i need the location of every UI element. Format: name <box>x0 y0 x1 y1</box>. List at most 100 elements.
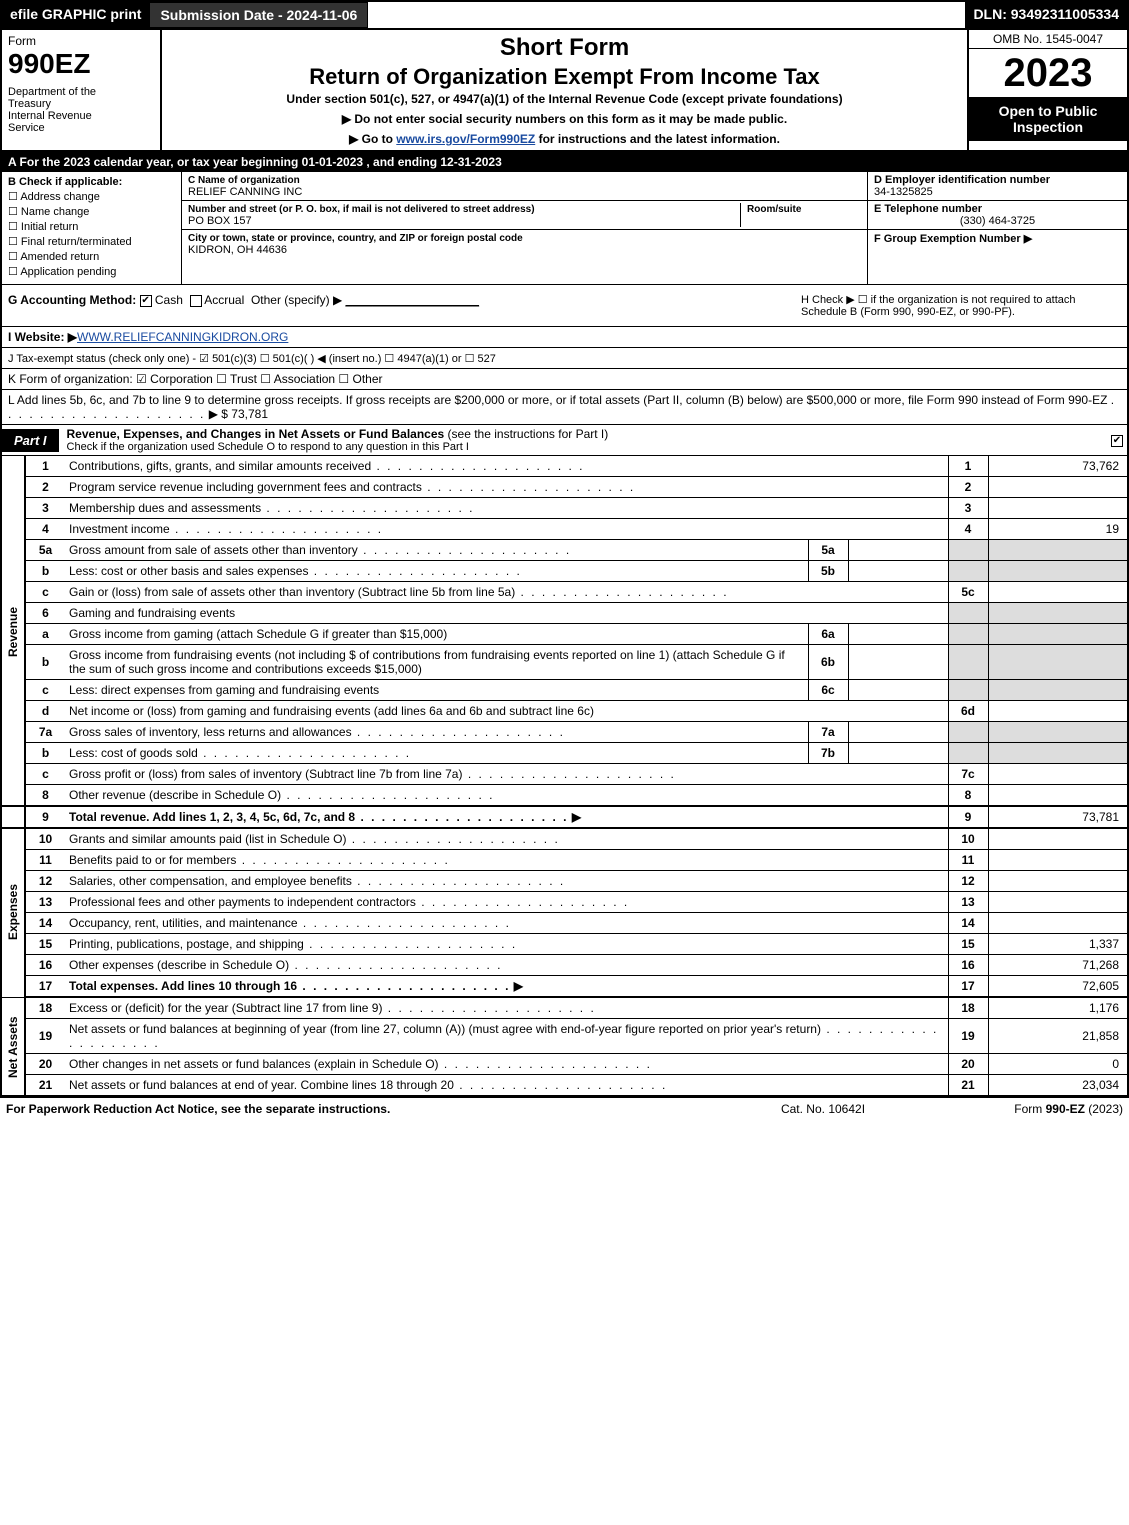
org-name-value: RELIEF CANNING INC <box>188 186 302 198</box>
line-6b: b Gross income from fundraising events (… <box>1 645 1128 680</box>
street-cell: Number and street (or P. O. box, if mail… <box>182 201 867 230</box>
ein-cell: D Employer identification number 34-1325… <box>868 172 1127 201</box>
instr2-suffix: for instructions and the latest informat… <box>535 132 780 146</box>
row-j: J Tax-exempt status (check only one) - ☑… <box>0 348 1129 369</box>
org-name-cell: C Name of organization RELIEF CANNING IN… <box>182 172 867 201</box>
line-11: 11 Benefits paid to or for members 11 <box>1 850 1128 871</box>
ein-label: D Employer identification number <box>874 174 1050 186</box>
section-b-title: B Check if applicable: <box>8 176 175 188</box>
instruction-2: ▶ Go to www.irs.gov/Form990EZ for instru… <box>170 132 959 146</box>
side-label-revenue: Revenue <box>1 456 25 806</box>
check-address-change[interactable]: ☐ Address change <box>8 190 175 203</box>
row-g: G Accounting Method: Cash Accrual Other … <box>8 293 801 318</box>
row-gh: G Accounting Method: Cash Accrual Other … <box>0 285 1129 327</box>
form-header: Form 990EZ Department of theTreasuryInte… <box>0 28 1129 152</box>
row-a-tax-year: A For the 2023 calendar year, or tax yea… <box>0 152 1129 172</box>
row-i: I Website: ▶WWW.RELIEFCANNINGKIDRON.ORG <box>0 327 1129 348</box>
efile-print-label[interactable]: efile GRAPHIC print <box>2 2 149 28</box>
public-inspection-label: Open to Public Inspection <box>969 97 1127 141</box>
footer-right: Form 990-EZ (2023) <box>923 1102 1123 1116</box>
telephone-cell: E Telephone number (330) 464-3725 <box>868 201 1127 230</box>
line-15: 15 Printing, publications, postage, and … <box>1 934 1128 955</box>
website-link[interactable]: WWW.RELIEFCANNINGKIDRON.ORG <box>77 330 288 344</box>
org-name-label: C Name of organization <box>188 175 300 186</box>
check-final-return[interactable]: ☐ Final return/terminated <box>8 235 175 248</box>
omb-number: OMB No. 1545-0047 <box>969 30 1127 49</box>
row-h: H Check ▶ ☐ if the organization is not r… <box>801 293 1121 318</box>
row-l: L Add lines 5b, 6c, and 7b to line 9 to … <box>0 390 1129 425</box>
line-2: 2 Program service revenue including gove… <box>1 477 1128 498</box>
check-initial-return[interactable]: ☐ Initial return <box>8 220 175 233</box>
main-title: Return of Organization Exempt From Incom… <box>170 64 959 90</box>
instr2-prefix: ▶ Go to <box>349 132 396 146</box>
line-7c: c Gross profit or (loss) from sales of i… <box>1 764 1128 785</box>
row-l-text: L Add lines 5b, 6c, and 7b to line 9 to … <box>8 393 1107 407</box>
department-label: Department of theTreasuryInternal Revenu… <box>8 86 154 134</box>
row-k: K Form of organization: ☑ Corporation ☐ … <box>0 369 1129 390</box>
tax-year: 2023 <box>969 49 1127 97</box>
instruction-1: ▶ Do not enter social security numbers o… <box>170 112 959 126</box>
page-footer: For Paperwork Reduction Act Notice, see … <box>0 1097 1129 1120</box>
line-5c: c Gain or (loss) from sale of assets oth… <box>1 582 1128 603</box>
lines-table: Revenue 1 Contributions, gifts, grants, … <box>0 456 1129 1097</box>
line-6c: c Less: direct expenses from gaming and … <box>1 680 1128 701</box>
ein-value: 34-1325825 <box>874 186 933 198</box>
row-l-arrow: ▶ $ <box>209 407 228 421</box>
subtitle: Under section 501(c), 527, or 4947(a)(1)… <box>170 92 959 106</box>
city-cell: City or town, state or province, country… <box>182 230 867 258</box>
line-20: 20 Other changes in net assets or fund b… <box>1 1054 1128 1075</box>
line-6d: d Net income or (loss) from gaming and f… <box>1 701 1128 722</box>
line-21: 21 Net assets or fund balances at end of… <box>1 1075 1128 1097</box>
row-l-value: 73,781 <box>231 407 268 421</box>
submission-date: Submission Date - 2024-11-06 <box>149 2 368 28</box>
topbar-spacer <box>368 2 965 28</box>
telephone-label: E Telephone number <box>874 203 982 215</box>
top-bar: efile GRAPHIC print Submission Date - 20… <box>0 0 1129 28</box>
line-5a: 5a Gross amount from sale of assets othe… <box>1 540 1128 561</box>
dln-label: DLN: 93492311005334 <box>965 2 1127 28</box>
part-1-tag: Part I <box>2 429 59 452</box>
form-word: Form <box>8 34 154 48</box>
street-value: PO BOX 157 <box>188 215 252 227</box>
line-7a: 7a Gross sales of inventory, less return… <box>1 722 1128 743</box>
row-j-text: J Tax-exempt status (check only one) - ☑… <box>8 353 496 365</box>
group-exemption-cell: F Group Exemption Number ▶ <box>868 230 1127 247</box>
check-cash[interactable] <box>140 295 152 307</box>
part-1-check[interactable] <box>1107 433 1127 447</box>
line-13: 13 Professional fees and other payments … <box>1 892 1128 913</box>
side-label-expenses: Expenses <box>1 828 25 997</box>
line-18: Net Assets 18 Excess or (deficit) for th… <box>1 997 1128 1019</box>
column-c: C Name of organization RELIEF CANNING IN… <box>182 172 867 284</box>
line-14: 14 Occupancy, rent, utilities, and maint… <box>1 913 1128 934</box>
footer-mid: Cat. No. 10642I <box>723 1102 923 1116</box>
short-form-title: Short Form <box>170 34 959 62</box>
city-label: City or town, state or province, country… <box>188 233 523 244</box>
line-6: 6 Gaming and fundraising events <box>1 603 1128 624</box>
city-value: KIDRON, OH 44636 <box>188 244 287 256</box>
check-accrual[interactable] <box>190 295 202 307</box>
part-1-title: Revenue, Expenses, and Changes in Net As… <box>59 425 1107 455</box>
header-left: Form 990EZ Department of theTreasuryInte… <box>2 30 162 150</box>
room-label: Room/suite <box>747 204 801 215</box>
column-def: D Employer identification number 34-1325… <box>867 172 1127 284</box>
line-1: Revenue 1 Contributions, gifts, grants, … <box>1 456 1128 477</box>
line-9: 9 Total revenue. Add lines 1, 2, 3, 4, 5… <box>1 806 1128 828</box>
column-b: B Check if applicable: ☐ Address change … <box>2 172 182 284</box>
check-application-pending[interactable]: ☐ Application pending <box>8 265 175 278</box>
line-4: 4 Investment income 4 19 <box>1 519 1128 540</box>
section-bcdef: B Check if applicable: ☐ Address change … <box>0 172 1129 285</box>
group-exemption-label: F Group Exemption Number ▶ <box>874 233 1032 245</box>
header-center: Short Form Return of Organization Exempt… <box>162 30 967 150</box>
telephone-value: (330) 464-3725 <box>874 215 1121 227</box>
check-name-change[interactable]: ☐ Name change <box>8 205 175 218</box>
line-5b: b Less: cost or other basis and sales ex… <box>1 561 1128 582</box>
irs-link[interactable]: www.irs.gov/Form990EZ <box>396 132 535 146</box>
line-12: 12 Salaries, other compensation, and emp… <box>1 871 1128 892</box>
side-label-net-assets: Net Assets <box>1 997 25 1096</box>
form-number: 990EZ <box>8 48 154 80</box>
header-right: OMB No. 1545-0047 2023 Open to Public In… <box>967 30 1127 150</box>
line-3: 3 Membership dues and assessments 3 <box>1 498 1128 519</box>
street-label: Number and street (or P. O. box, if mail… <box>188 204 535 215</box>
footer-left: For Paperwork Reduction Act Notice, see … <box>6 1102 723 1116</box>
check-amended-return[interactable]: ☐ Amended return <box>8 250 175 263</box>
